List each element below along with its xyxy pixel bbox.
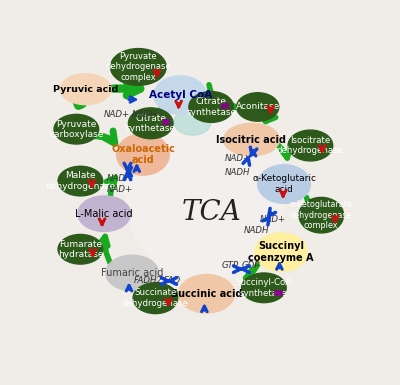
Text: NAD+: NAD+ bbox=[224, 154, 251, 163]
Ellipse shape bbox=[254, 233, 307, 271]
Text: Isocitrate
dehydrogenase: Isocitrate dehydrogenase bbox=[277, 136, 344, 155]
Text: Malate
dehydrogenase: Malate dehydrogenase bbox=[45, 171, 116, 191]
Text: L-Malic acid: L-Malic acid bbox=[76, 209, 133, 219]
Ellipse shape bbox=[58, 234, 103, 264]
Text: Succinate
dehydrogenase: Succinate dehydrogenase bbox=[122, 288, 189, 308]
Text: α-ketoglutarate
dehydrogenase
complex: α-ketoglutarate dehydrogenase complex bbox=[290, 200, 353, 230]
Ellipse shape bbox=[124, 102, 286, 280]
Text: Oxaloacetic
acid: Oxaloacetic acid bbox=[111, 144, 175, 165]
Text: NAD+: NAD+ bbox=[104, 110, 130, 119]
Ellipse shape bbox=[237, 93, 279, 121]
Ellipse shape bbox=[128, 108, 173, 139]
Text: NAD+: NAD+ bbox=[107, 186, 133, 194]
Ellipse shape bbox=[174, 109, 211, 135]
Text: NADH: NADH bbox=[225, 168, 250, 177]
Text: GDP: GDP bbox=[242, 261, 260, 270]
Ellipse shape bbox=[110, 49, 166, 85]
Ellipse shape bbox=[60, 74, 111, 105]
Text: NAD+: NAD+ bbox=[260, 215, 286, 224]
Text: Pyruvate
carboxylase: Pyruvate carboxylase bbox=[49, 119, 104, 139]
Text: Pyruvic acid: Pyruvic acid bbox=[53, 85, 118, 94]
Ellipse shape bbox=[78, 196, 131, 231]
Text: NADH: NADH bbox=[243, 226, 269, 235]
Ellipse shape bbox=[242, 273, 286, 303]
Ellipse shape bbox=[106, 255, 158, 291]
Text: FADH2: FADH2 bbox=[134, 276, 162, 285]
Ellipse shape bbox=[258, 165, 310, 203]
Ellipse shape bbox=[154, 76, 206, 114]
Text: α-Ketoglutaric
acid: α-Ketoglutaric acid bbox=[252, 174, 316, 194]
Ellipse shape bbox=[224, 123, 279, 156]
Ellipse shape bbox=[189, 92, 234, 122]
Text: Pyruvate
dehydrogenase
complex: Pyruvate dehydrogenase complex bbox=[106, 52, 171, 82]
Ellipse shape bbox=[179, 275, 234, 313]
Ellipse shape bbox=[299, 198, 344, 233]
Text: Succinic acid: Succinic acid bbox=[171, 289, 242, 299]
Text: Fumarate
hydratase: Fumarate hydratase bbox=[58, 239, 103, 259]
Text: Fumaric acid: Fumaric acid bbox=[101, 268, 163, 278]
Ellipse shape bbox=[58, 166, 103, 196]
Text: NADH: NADH bbox=[107, 174, 132, 182]
Text: Citrate
synthetase: Citrate synthetase bbox=[126, 114, 176, 133]
Ellipse shape bbox=[117, 134, 169, 175]
Text: GTP: GTP bbox=[221, 261, 238, 270]
Text: Isocitric acid: Isocitric acid bbox=[216, 135, 286, 145]
Ellipse shape bbox=[133, 283, 178, 314]
Text: Succinyl
coenzyme A: Succinyl coenzyme A bbox=[248, 241, 314, 263]
Text: Acetyl CoA: Acetyl CoA bbox=[148, 90, 212, 100]
Text: FAO: FAO bbox=[164, 276, 181, 285]
Text: Succinyl-CoA
synthetase: Succinyl-CoA synthetase bbox=[236, 278, 292, 298]
Text: NADH: NADH bbox=[132, 110, 157, 119]
Text: Citrate
synthetase: Citrate synthetase bbox=[186, 97, 236, 117]
Text: TCA: TCA bbox=[181, 199, 241, 226]
Ellipse shape bbox=[54, 114, 99, 144]
Text: Aconitase: Aconitase bbox=[236, 102, 280, 112]
Ellipse shape bbox=[288, 130, 333, 161]
